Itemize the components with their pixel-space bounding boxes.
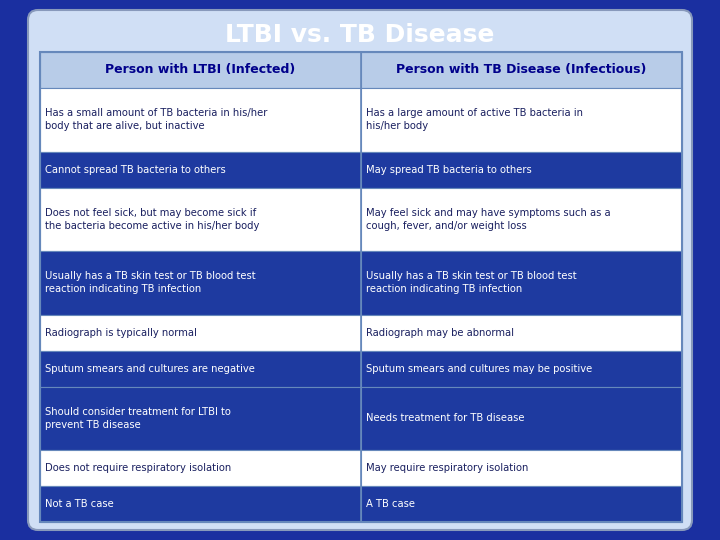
Text: Person with TB Disease (Infectious): Person with TB Disease (Infectious): [396, 64, 647, 77]
Text: Sputum smears and cultures are negative: Sputum smears and cultures are negative: [45, 363, 255, 374]
FancyBboxPatch shape: [361, 52, 682, 88]
FancyBboxPatch shape: [40, 152, 361, 187]
FancyBboxPatch shape: [40, 315, 361, 350]
Text: Has a small amount of TB bacteria in his/her
body that are alive, but inactive: Has a small amount of TB bacteria in his…: [45, 108, 267, 131]
FancyBboxPatch shape: [361, 187, 682, 251]
FancyBboxPatch shape: [361, 88, 682, 152]
FancyBboxPatch shape: [40, 486, 361, 522]
Text: A TB case: A TB case: [366, 499, 415, 509]
Text: Usually has a TB skin test or TB blood test
reaction indicating TB infection: Usually has a TB skin test or TB blood t…: [366, 271, 577, 294]
FancyBboxPatch shape: [361, 315, 682, 350]
FancyBboxPatch shape: [40, 251, 361, 315]
FancyBboxPatch shape: [361, 486, 682, 522]
FancyBboxPatch shape: [40, 350, 361, 387]
FancyBboxPatch shape: [40, 387, 361, 450]
Text: May require respiratory isolation: May require respiratory isolation: [366, 463, 528, 473]
FancyBboxPatch shape: [40, 187, 361, 251]
FancyBboxPatch shape: [40, 88, 361, 152]
Text: Person with LTBI (Infected): Person with LTBI (Infected): [105, 64, 296, 77]
FancyBboxPatch shape: [361, 152, 682, 187]
Text: Has a large amount of active TB bacteria in
his/her body: Has a large amount of active TB bacteria…: [366, 108, 583, 131]
Text: Does not feel sick, but may become sick if
the bacteria become active in his/her: Does not feel sick, but may become sick …: [45, 208, 259, 231]
Text: Not a TB case: Not a TB case: [45, 499, 114, 509]
FancyBboxPatch shape: [361, 450, 682, 486]
FancyBboxPatch shape: [361, 251, 682, 315]
Text: Radiograph is typically normal: Radiograph is typically normal: [45, 328, 197, 338]
Text: Radiograph may be abnormal: Radiograph may be abnormal: [366, 328, 514, 338]
FancyBboxPatch shape: [361, 387, 682, 450]
Text: May spread TB bacteria to others: May spread TB bacteria to others: [366, 165, 532, 174]
FancyBboxPatch shape: [40, 52, 361, 88]
Text: May feel sick and may have symptoms such as a
cough, fever, and/or weight loss: May feel sick and may have symptoms such…: [366, 208, 611, 231]
FancyBboxPatch shape: [361, 350, 682, 387]
Text: Usually has a TB skin test or TB blood test
reaction indicating TB infection: Usually has a TB skin test or TB blood t…: [45, 271, 256, 294]
Text: LTBI vs. TB Disease: LTBI vs. TB Disease: [225, 23, 495, 47]
FancyBboxPatch shape: [40, 450, 361, 486]
Text: Needs treatment for TB disease: Needs treatment for TB disease: [366, 413, 524, 423]
FancyBboxPatch shape: [28, 10, 692, 530]
Text: Cannot spread TB bacteria to others: Cannot spread TB bacteria to others: [45, 165, 226, 174]
Text: Does not require respiratory isolation: Does not require respiratory isolation: [45, 463, 231, 473]
Text: Should consider treatment for LTBI to
prevent TB disease: Should consider treatment for LTBI to pr…: [45, 407, 231, 430]
Text: Sputum smears and cultures may be positive: Sputum smears and cultures may be positi…: [366, 363, 593, 374]
